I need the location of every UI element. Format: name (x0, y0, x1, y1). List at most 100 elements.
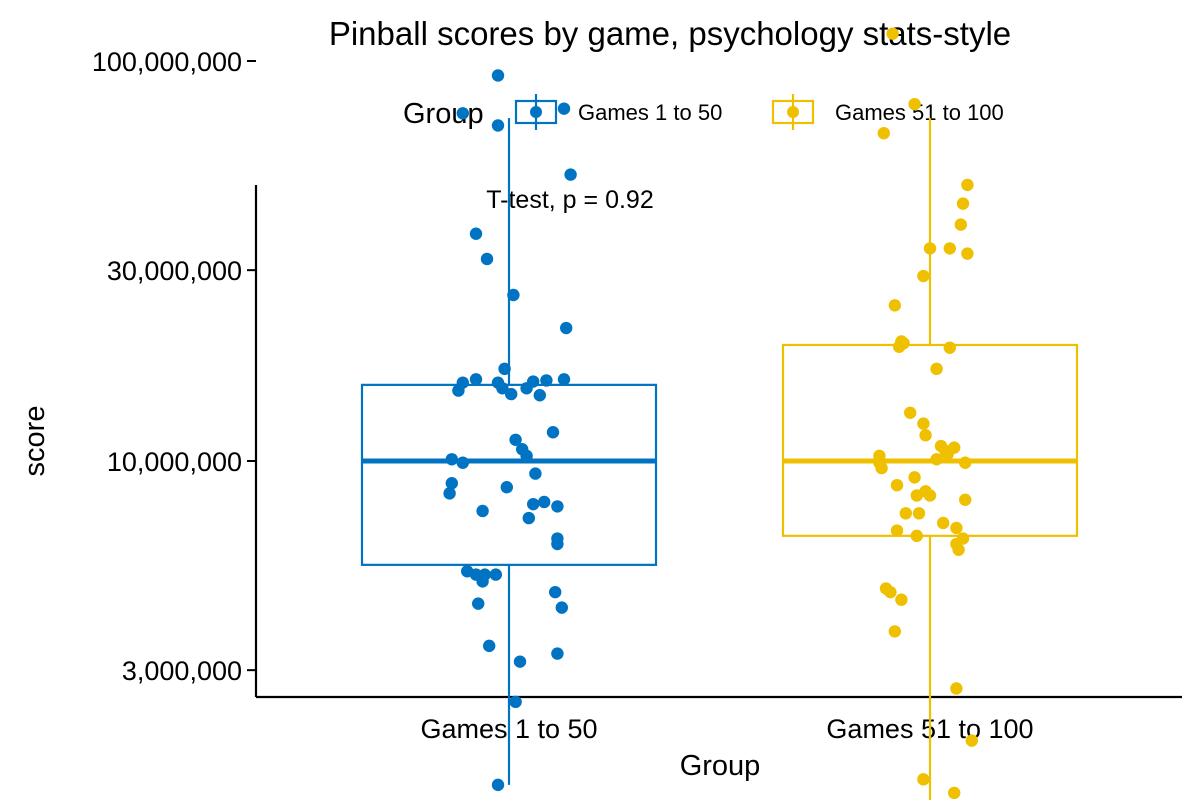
data-point (917, 269, 930, 283)
data-point (529, 467, 542, 480)
plot-area (360, 27, 1079, 800)
data-point (445, 453, 458, 466)
data-point (491, 119, 505, 132)
data-point (930, 453, 943, 466)
data-point (943, 242, 956, 255)
data-point (904, 406, 917, 419)
data-point (549, 585, 562, 599)
data-point (937, 516, 950, 530)
data-point (496, 382, 509, 395)
data-point (469, 373, 483, 386)
data-point (961, 178, 974, 192)
data-point (546, 426, 560, 439)
data-point (489, 568, 502, 581)
data-point (959, 493, 972, 506)
data-point (527, 497, 540, 511)
data-point (456, 376, 469, 389)
data-point (520, 449, 533, 463)
data-point (950, 521, 963, 535)
data-point (560, 321, 573, 335)
data-point (948, 786, 961, 800)
data-point (952, 543, 965, 556)
data-point (483, 639, 496, 653)
series-1 (360, 69, 658, 792)
box (781, 343, 1079, 537)
legend-label: Games 1 to 50 (578, 100, 722, 125)
y-tick-label: 10,000,000 (107, 447, 242, 477)
data-point (923, 489, 937, 502)
x-axis-label: Group (680, 750, 761, 782)
y-tick-label: 3,000,000 (122, 656, 242, 686)
data-point (895, 593, 908, 606)
data-point (930, 362, 943, 376)
data-point (943, 341, 956, 354)
data-point (884, 585, 897, 599)
data-point (555, 601, 568, 614)
data-point (469, 227, 483, 240)
legend-title: Group (403, 98, 484, 130)
data-point (919, 429, 932, 442)
data-point (522, 511, 535, 525)
data-point (551, 500, 564, 513)
data-point (877, 126, 890, 140)
data-point (888, 299, 901, 312)
data-point (500, 481, 513, 494)
y-tick-label: 30,000,000 (107, 256, 242, 286)
data-point (923, 242, 937, 255)
data-point (476, 504, 489, 518)
data-point (917, 417, 930, 430)
data-point (507, 288, 520, 302)
y-axis-label: score (19, 406, 51, 477)
data-point (498, 362, 511, 376)
data-point (491, 778, 505, 792)
data-point (954, 218, 967, 231)
legend-entry: Games 51 to 100 (771, 94, 1004, 130)
legend-key-point (787, 106, 799, 118)
data-point (890, 524, 904, 537)
data-point (538, 495, 551, 509)
data-point (456, 107, 469, 120)
data-point (456, 456, 469, 469)
data-point (961, 247, 974, 260)
data-point (509, 695, 522, 709)
legend-entry: Games 1 to 50 (514, 94, 722, 130)
data-point (908, 97, 921, 111)
x-axis: Games 1 to 50 Games 51 to 100 (256, 695, 1182, 744)
legend-key-point (530, 106, 542, 118)
legend: Group Games 1 to 50 Games 51 to 100 (403, 94, 1004, 130)
data-point (557, 102, 571, 115)
data-point (890, 478, 904, 492)
data-point (513, 655, 527, 668)
data-point (910, 529, 923, 543)
data-point (472, 597, 485, 610)
data-point (886, 27, 899, 40)
data-point (888, 625, 901, 638)
data-point (480, 252, 494, 266)
series-2 (781, 27, 1079, 800)
data-point (910, 489, 923, 502)
data-point (557, 373, 571, 386)
data-point (505, 387, 518, 401)
box (360, 383, 658, 566)
data-point (950, 682, 963, 695)
data-point (540, 374, 553, 387)
chart-title: Pinball scores by game, psychology stats… (329, 15, 1011, 52)
data-point (533, 389, 546, 402)
data-point (948, 441, 961, 454)
data-point (908, 471, 921, 484)
data-point (478, 568, 491, 581)
data-point (959, 456, 972, 469)
data-point (445, 477, 458, 490)
data-point (564, 168, 577, 181)
data-point (956, 197, 970, 210)
data-point (899, 507, 912, 520)
data-point (551, 537, 564, 551)
y-axis: 3,000,000 10,000,000 30,000,000 100,000,000 (92, 47, 258, 697)
data-point (917, 773, 930, 786)
data-point (509, 433, 522, 446)
data-point (965, 734, 978, 747)
legend-entries: Games 1 to 50 Games 51 to 100 (514, 94, 1004, 130)
data-point (551, 647, 564, 660)
data-point (895, 335, 908, 348)
